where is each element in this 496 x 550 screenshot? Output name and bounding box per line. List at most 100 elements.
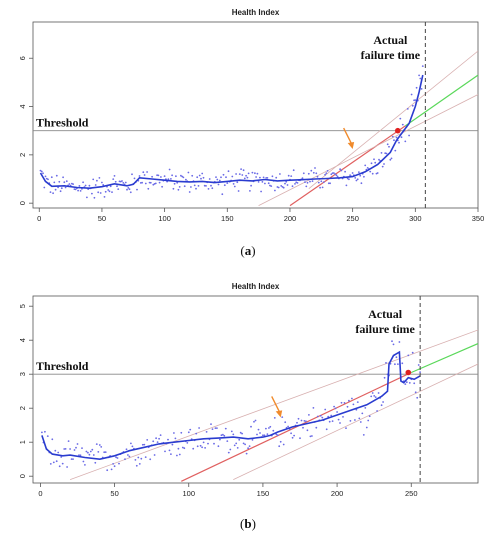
data-point-a xyxy=(243,177,246,180)
data-point-a xyxy=(257,181,260,183)
data-point-b xyxy=(113,465,116,468)
data-point-a xyxy=(143,174,146,176)
data-point-b xyxy=(291,436,294,439)
data-point-a xyxy=(358,171,360,174)
data-point-b xyxy=(364,407,367,409)
data-point-a xyxy=(131,173,133,176)
data-point-b xyxy=(167,438,169,441)
data-point-b xyxy=(391,340,393,343)
data-point-a xyxy=(44,175,47,178)
data-point-a xyxy=(163,175,166,178)
data-point-b xyxy=(110,468,113,471)
data-point-b xyxy=(92,454,95,456)
data-point-a xyxy=(191,174,194,177)
data-point-a xyxy=(410,93,413,96)
data-point-b xyxy=(186,442,189,444)
data-point-b xyxy=(97,451,100,453)
data-point-b xyxy=(213,442,215,445)
data-point-b xyxy=(91,448,94,451)
data-point-a xyxy=(54,188,57,191)
data-point-b xyxy=(333,405,335,408)
data-point-b xyxy=(266,433,269,435)
data-point-b xyxy=(383,376,386,379)
data-point-a xyxy=(107,189,110,191)
data-point-b xyxy=(115,456,117,459)
data-point-b xyxy=(217,445,220,448)
data-point-b xyxy=(60,456,63,458)
data-point-b xyxy=(306,429,309,432)
data-point-b xyxy=(199,444,202,447)
data-point-a xyxy=(92,178,95,181)
data-point-b xyxy=(78,454,80,456)
data-point-a xyxy=(122,182,125,184)
upper-bound-line-b xyxy=(69,329,478,480)
threshold-label-b: Threshold xyxy=(36,359,89,373)
data-point-a xyxy=(286,184,289,186)
data-point-b xyxy=(356,401,359,403)
data-point-b xyxy=(226,440,229,442)
data-point-b xyxy=(170,453,172,455)
data-point-a xyxy=(170,178,172,180)
x-tick-label-a-350: 350 xyxy=(472,214,485,223)
data-point-a xyxy=(109,185,112,188)
data-point-b xyxy=(376,410,378,412)
data-point-b xyxy=(70,458,73,460)
data-point-b xyxy=(397,363,399,365)
failure-label-line2-a: failure time xyxy=(361,48,421,62)
data-point-a xyxy=(157,174,160,177)
data-point-b xyxy=(104,451,107,453)
data-point-a xyxy=(408,134,410,137)
data-point-a xyxy=(259,176,261,179)
data-point-a xyxy=(154,182,157,185)
data-point-b xyxy=(146,439,149,441)
data-point-b xyxy=(112,463,114,465)
data-point-a xyxy=(208,178,211,180)
data-point-a xyxy=(167,178,170,181)
data-point-a xyxy=(307,172,310,175)
data-point-a xyxy=(114,180,117,183)
data-point-a xyxy=(94,184,97,186)
data-point-a xyxy=(202,176,205,179)
chart-panel-a: Health Index 0 50 100 150 200 250 300 350 0 2 4 6 Thr… xyxy=(18,8,484,223)
data-point-b xyxy=(89,450,92,453)
data-point-a xyxy=(112,178,115,181)
data-point-b xyxy=(302,426,304,429)
data-point-b xyxy=(238,438,241,441)
data-point-a xyxy=(305,185,308,188)
x-tick-label-b-0: 0 xyxy=(38,489,42,498)
data-point-b xyxy=(224,427,227,430)
data-point-a xyxy=(151,175,154,178)
data-point-b xyxy=(55,460,58,463)
data-point-b xyxy=(297,417,300,420)
data-point-a xyxy=(237,190,240,192)
data-point-b xyxy=(211,428,214,430)
failure-label-line1-a: Actual xyxy=(373,33,408,47)
data-point-a xyxy=(146,171,149,173)
data-point-b xyxy=(189,428,192,431)
data-point-a xyxy=(274,189,276,192)
arrow-head-b xyxy=(275,410,283,418)
data-point-b xyxy=(236,447,239,449)
data-point-b xyxy=(256,433,258,436)
data-point-a xyxy=(197,185,200,187)
data-point-a xyxy=(171,174,174,177)
upper-bound-line-a xyxy=(308,50,478,190)
data-point-a xyxy=(57,186,59,189)
data-point-b xyxy=(352,403,355,406)
data-point-a xyxy=(247,172,250,175)
data-point-a xyxy=(161,185,164,188)
data-point-b xyxy=(309,435,312,438)
data-point-a xyxy=(359,174,362,177)
data-point-a xyxy=(254,172,256,175)
data-point-a xyxy=(103,196,106,198)
data-point-b xyxy=(394,363,396,366)
data-point-b xyxy=(348,399,350,402)
x-tick-label-b-150: 150 xyxy=(257,489,270,498)
data-point-b xyxy=(287,425,289,428)
data-point-a xyxy=(339,168,341,171)
data-point-a xyxy=(104,190,107,193)
data-point-b xyxy=(79,454,82,457)
data-point-a xyxy=(129,191,132,194)
data-point-b xyxy=(164,450,166,453)
